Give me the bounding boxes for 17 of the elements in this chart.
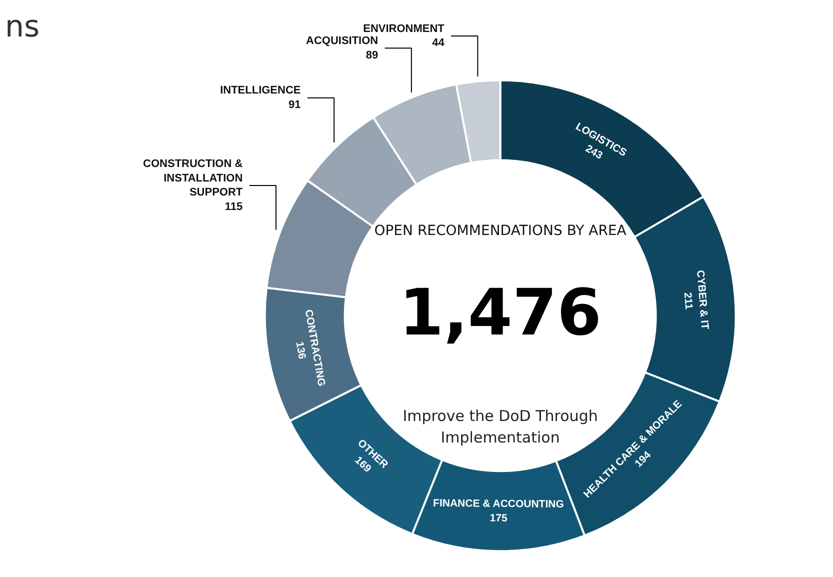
- text: Improve the DoD Through Implementation: [402, 406, 598, 447]
- data-label: 115: [224, 201, 243, 214]
- data-label: 136: [293, 340, 308, 360]
- slice-label: INTELLIGENCE: [220, 84, 301, 97]
- data-label: 175: [490, 512, 508, 524]
- data-label: 44: [432, 37, 446, 50]
- slice-label: CONSTRUCTION & INSTALLATION SUPPORT: [143, 158, 243, 199]
- text: OPEN RECOMMENDATIONS BY AREA: [374, 223, 627, 240]
- text: ns: [4, 10, 40, 45]
- data-label: 89: [366, 49, 378, 62]
- data-label: 91: [288, 99, 301, 112]
- slice-label: ENVIRONMENT: [363, 22, 445, 35]
- slice-label: ACQUISITION: [306, 34, 378, 47]
- data-label: 211: [681, 292, 694, 310]
- slice-label: FINANCE & ACCOUNTING: [433, 497, 564, 510]
- text: 1,476: [399, 276, 602, 351]
- slice-label: CYBER & IT: [694, 270, 710, 330]
